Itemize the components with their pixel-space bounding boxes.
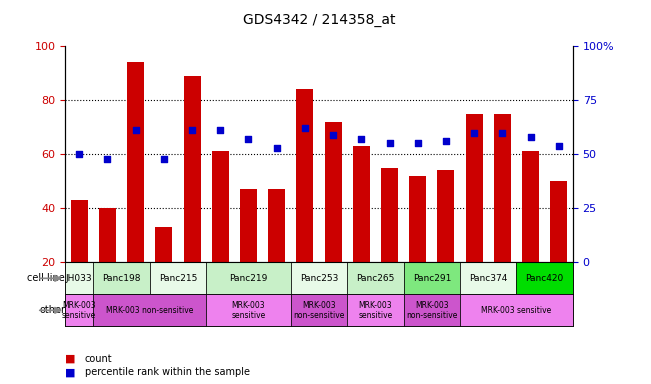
Bar (404, 294, 460, 326)
Text: MRK-003 sensitive: MRK-003 sensitive (481, 306, 551, 315)
Bar (65, 262, 93, 294)
Text: MRK-003
sensitive: MRK-003 sensitive (62, 301, 96, 320)
Text: Panc420: Panc420 (525, 274, 564, 283)
Point (525, 134, 536, 140)
Bar (465, 114, 482, 316)
Bar (71, 200, 88, 316)
Bar (184, 76, 201, 316)
Text: percentile rank within the sample: percentile rank within the sample (85, 367, 249, 377)
Point (102, 156, 113, 162)
Point (130, 127, 141, 134)
Text: ■: ■ (65, 354, 76, 364)
Bar (550, 181, 567, 316)
Bar (65, 294, 93, 326)
Bar (325, 122, 342, 316)
Point (441, 138, 451, 144)
Point (413, 140, 423, 146)
Text: JH033: JH033 (66, 274, 92, 283)
Text: Panc374: Panc374 (469, 274, 507, 283)
Text: Panc253: Panc253 (300, 274, 338, 283)
Point (74, 151, 85, 157)
Bar (460, 294, 573, 326)
Text: GDS4342 / 214358_at: GDS4342 / 214358_at (243, 13, 395, 27)
Bar (206, 294, 291, 326)
Point (356, 136, 367, 142)
Bar (347, 294, 404, 326)
Bar (522, 152, 539, 316)
Bar (516, 262, 573, 294)
Bar (296, 89, 313, 316)
Point (469, 129, 479, 136)
Bar (93, 262, 150, 294)
Text: MRK-003
sensitive: MRK-003 sensitive (358, 301, 393, 320)
Point (497, 129, 508, 136)
Bar (127, 62, 144, 316)
Bar (460, 262, 516, 294)
Text: MRK-003
non-sensitive: MRK-003 non-sensitive (406, 301, 458, 320)
Bar (93, 294, 206, 326)
Text: Panc265: Panc265 (356, 274, 395, 283)
Bar (268, 189, 285, 316)
Point (159, 156, 169, 162)
Bar (99, 208, 116, 316)
Text: cell line: cell line (27, 273, 65, 283)
Text: Panc291: Panc291 (413, 274, 451, 283)
Bar (240, 189, 257, 316)
Point (243, 136, 254, 142)
Text: Panc219: Panc219 (229, 274, 268, 283)
Point (271, 145, 282, 151)
Bar (347, 262, 404, 294)
Bar (353, 146, 370, 316)
Bar (437, 170, 454, 316)
Bar (381, 168, 398, 316)
Bar (409, 176, 426, 316)
Point (187, 127, 197, 134)
Bar (291, 262, 347, 294)
Text: count: count (85, 354, 112, 364)
Text: MRK-003 non-sensitive: MRK-003 non-sensitive (106, 306, 193, 315)
Bar (494, 114, 511, 316)
Bar (404, 262, 460, 294)
Text: Panc215: Panc215 (159, 274, 197, 283)
Text: other: other (39, 305, 65, 315)
Bar (291, 294, 347, 326)
Bar (206, 262, 291, 294)
Point (384, 140, 395, 146)
Text: MRK-003
sensitive: MRK-003 sensitive (231, 301, 266, 320)
Text: ■: ■ (65, 367, 76, 377)
Text: Panc198: Panc198 (102, 274, 141, 283)
Point (328, 132, 339, 138)
Bar (150, 262, 206, 294)
Bar (212, 152, 229, 316)
Bar (156, 227, 173, 316)
Point (553, 142, 564, 149)
Point (299, 125, 310, 131)
Text: MRK-003
non-sensitive: MRK-003 non-sensitive (294, 301, 344, 320)
Point (215, 127, 225, 134)
